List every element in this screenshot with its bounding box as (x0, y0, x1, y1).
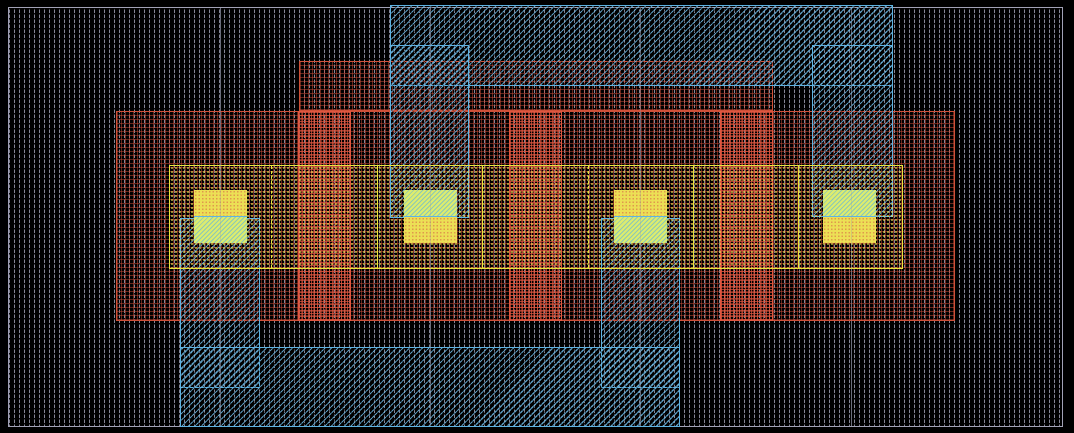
diffusion-divider (482, 166, 483, 268)
contact-square[interactable] (823, 190, 876, 243)
contact-half-bottom (194, 216, 247, 243)
contact-half-bottom (404, 216, 457, 243)
diffusion-divider (588, 166, 589, 268)
metal-rect[interactable] (390, 5, 893, 86)
contact-half-top (404, 190, 457, 216)
diffusion-divider (377, 166, 378, 268)
contact-half-top (194, 190, 247, 216)
contact-square[interactable] (194, 190, 247, 243)
axis-line-overlay (220, 8, 221, 426)
diffusion-band[interactable] (169, 165, 903, 269)
contact-half-bottom (823, 216, 876, 243)
axis-line-overlay (430, 8, 431, 426)
axis-line-overlay (851, 8, 852, 426)
contact-half-bottom (614, 216, 667, 243)
contact-half-top (614, 190, 667, 216)
metal-rect[interactable] (180, 347, 680, 427)
axis-line-overlay (640, 8, 641, 426)
diffusion-divider (693, 166, 694, 268)
contact-square[interactable] (614, 190, 667, 243)
diffusion-divider (798, 166, 799, 268)
contact-half-top (823, 190, 876, 216)
contact-square[interactable] (404, 190, 457, 243)
diffusion-divider (271, 166, 272, 268)
